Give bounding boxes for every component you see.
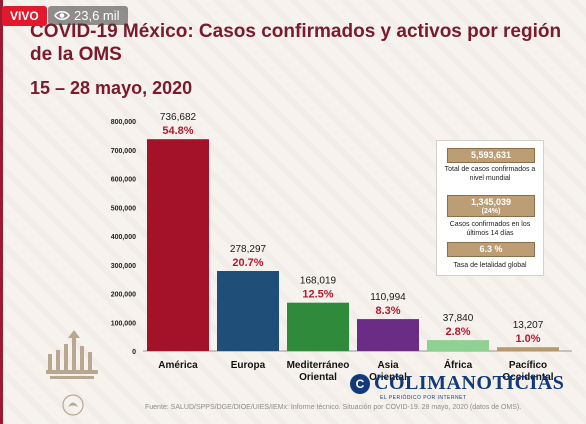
y-tick-label: 400,000 <box>111 234 136 241</box>
bar-percent-label: 1.0% <box>515 333 540 345</box>
watermark-tagline: EL PERIÓDICO POR INTERNET <box>380 395 467 401</box>
recent-cases-box: 1,345,039 (24%) <box>447 195 535 217</box>
viewer-count: 23,6 mil <box>48 6 128 25</box>
y-tick-label: 600,000 <box>111 177 136 184</box>
bar-percent-label: 20.7% <box>232 257 263 269</box>
y-tick-label: 0 <box>132 349 136 356</box>
y-tick-label: 100,000 <box>111 320 136 327</box>
watermark-name: COLIMANOTICIAS <box>374 372 565 394</box>
y-tick-label: 200,000 <box>111 292 136 299</box>
x-tick-label: Pacífico <box>509 360 547 371</box>
live-badge: VIVO <box>2 6 47 26</box>
chart-title: COVID-19 México: Casos confirmados y act… <box>30 21 562 65</box>
global-stats-panel: 5,593,631 Total de casos confirmados a n… <box>436 140 544 276</box>
bar-percent-label: 54.8% <box>162 125 193 137</box>
recent-cases-value: 1,345,039 <box>470 197 512 207</box>
eagle-seal-logo <box>62 394 84 416</box>
chart-subtitle: 15 – 28 mayo, 2020 <box>30 78 193 98</box>
left-accent-rule <box>0 0 3 424</box>
bar-percent-label: 12.5% <box>302 289 333 301</box>
bar-value-label: 13,207 <box>513 320 544 331</box>
x-tick-label: Europa <box>231 360 266 371</box>
bar <box>357 319 419 351</box>
x-tick-label: Oriental <box>299 372 337 383</box>
y-tick-label: 800,000 <box>111 119 136 126</box>
colimanoticias-watermark: C COLIMANOTICIAS <box>350 372 564 395</box>
bar <box>427 340 489 351</box>
x-tick-label: Asia <box>377 360 399 371</box>
bar <box>497 347 559 351</box>
bar-percent-label: 8.3% <box>375 305 400 317</box>
bar-value-label: 736,682 <box>160 112 197 123</box>
bar-percent-label: 2.8% <box>445 326 470 338</box>
recent-cases-pct: (24%) <box>481 208 501 215</box>
bar <box>147 139 209 351</box>
y-tick-label: 300,000 <box>111 263 136 270</box>
gov-building-logo <box>46 330 98 379</box>
bar-value-label: 278,297 <box>230 244 267 255</box>
total-cases-value: 5,593,631 <box>447 148 535 163</box>
bar-value-label: 37,840 <box>443 313 474 324</box>
lethality-value: 6.3 % <box>447 242 535 257</box>
colimanoticias-logo-icon: C <box>350 373 370 394</box>
y-tick-label: 500,000 <box>111 205 136 212</box>
bar <box>217 270 279 351</box>
bar-value-label: 110,994 <box>370 292 406 303</box>
total-cases-text: Total de casos confirmados a nivel mundi… <box>444 166 536 182</box>
bar-value-label: 168,019 <box>300 276 337 287</box>
y-tick-label: 700,000 <box>111 148 136 155</box>
source-note: Fuente: SALUD/SPPS/DGE/DIOE/UIES/IEMx: I… <box>145 404 522 411</box>
recent-cases-text: Casos confirmados en los últimos 14 días <box>449 221 531 237</box>
x-tick-label: Mediterráneo <box>287 360 350 371</box>
lethality-text: Tasa de letalidad global <box>453 262 527 269</box>
bar <box>287 302 349 351</box>
x-tick-label: Occidental <box>502 372 553 383</box>
eye-icon <box>54 10 70 21</box>
viewer-count-label: 23,6 mil <box>74 8 120 23</box>
x-tick-label: América <box>158 360 198 371</box>
x-tick-label: Oriental <box>369 372 407 383</box>
x-tick-label: África <box>444 358 473 371</box>
